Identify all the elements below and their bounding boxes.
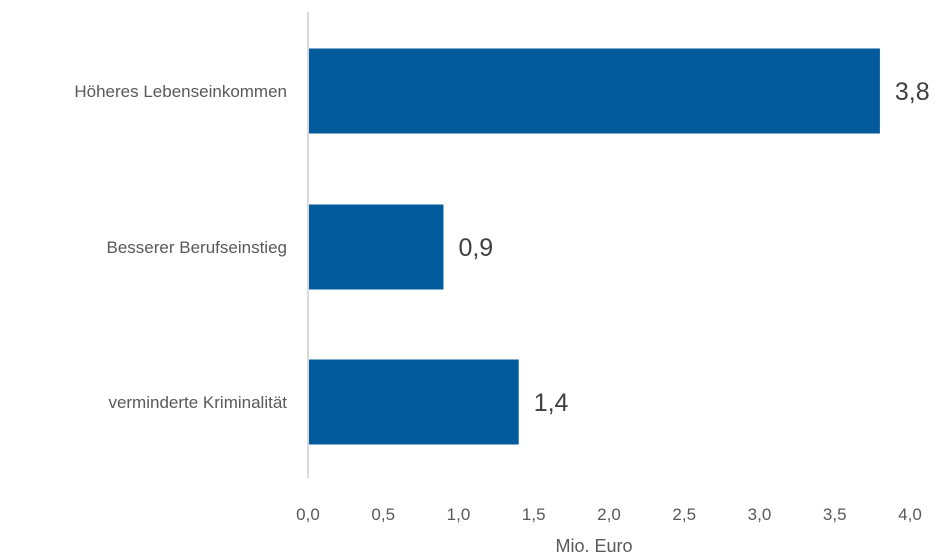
category-label-1: Höheres Lebenseinkommen — [74, 82, 287, 101]
bars-layer — [308, 48, 880, 445]
x-tick-label-2: 0,5 — [371, 505, 395, 524]
bar-1 — [308, 48, 880, 134]
x-tick-label-3: 1,0 — [447, 505, 471, 524]
category-label-2: Besserer Berufseinstieg — [107, 238, 287, 257]
data-label-2: 0,9 — [458, 234, 493, 262]
x-tick-label-7: 3,0 — [748, 505, 772, 524]
bar-2 — [308, 204, 444, 290]
x-tick-label-9: 4,0 — [898, 505, 922, 524]
bar-3 — [308, 359, 519, 445]
x-tick-label-4: 1,5 — [522, 505, 546, 524]
x-axis-title: Mio. Euro — [555, 536, 632, 556]
data-label-1: 3,8 — [895, 78, 930, 106]
data-label-3: 1,4 — [534, 389, 569, 417]
x-tick-labels: 0,0 0,5 1,0 1,5 2,0 2,5 3,0 3,5 4,0 — [296, 505, 922, 524]
category-labels: Höheres Lebenseinkommen Besserer Berufsei… — [74, 82, 287, 412]
x-tick-label-1: 0,0 — [296, 505, 320, 524]
category-label-3: verminderte Kriminalität — [108, 393, 287, 412]
x-tick-label-6: 2,5 — [672, 505, 696, 524]
data-labels: 3,8 0,9 1,4 — [458, 78, 929, 417]
x-tick-label-8: 3,5 — [823, 505, 847, 524]
x-tick-label-5: 2,0 — [597, 505, 621, 524]
